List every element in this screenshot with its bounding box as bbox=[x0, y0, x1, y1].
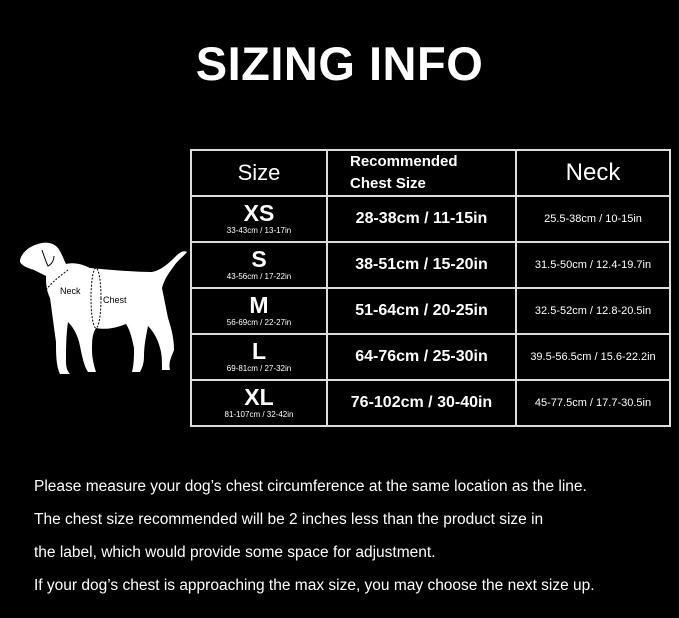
neck-cell: 45-77.5cm / 17.7-30.5in bbox=[515, 379, 671, 427]
measurement-notes: Please measure your dog’s chest circumfe… bbox=[34, 470, 595, 602]
sizing-table: Size Recommended Chest Size Neck XS 33-43c… bbox=[190, 149, 671, 427]
size-range: 69-81cm / 27-32in bbox=[226, 364, 292, 373]
table-row: XL 81-107cm / 32-42in 76-102cm / 30-40in … bbox=[190, 379, 671, 427]
chest-cell: 51-64cm / 20-25in bbox=[326, 287, 517, 335]
table-row: M 56-69cm / 22-27in 51-64cm / 20-25in 32.… bbox=[190, 287, 671, 335]
size-cell: M 56-69cm / 22-27in bbox=[190, 287, 328, 335]
chest-cell: 76-102cm / 30-40in bbox=[326, 379, 517, 427]
size-range: 33-43cm / 13-17in bbox=[226, 226, 292, 235]
size-cell: XL 81-107cm / 32-42in bbox=[190, 379, 328, 427]
size-range: 81-107cm / 32-42in bbox=[224, 410, 294, 419]
neck-cell: 39.5-56.5cm / 15.6-22.2in bbox=[515, 333, 671, 381]
size-cell: S 43-56cm / 17-22in bbox=[190, 241, 328, 289]
chest-label: Chest bbox=[103, 295, 127, 305]
size-cell: L 69-81cm / 27-32in bbox=[190, 333, 328, 381]
header-size: Size bbox=[190, 149, 328, 197]
table-row: XS 33-43cm / 13-17in 28-38cm / 11-15in 25… bbox=[190, 195, 671, 243]
table-header-row: Size Recommended Chest Size Neck bbox=[190, 149, 671, 197]
table-row: S 43-56cm / 17-22in 38-51cm / 15-20in 31.… bbox=[190, 241, 671, 289]
size-label: M bbox=[249, 292, 269, 318]
dog-silhouette-icon bbox=[20, 242, 187, 374]
size-range: 43-56cm / 17-22in bbox=[226, 272, 292, 281]
neck-label: Neck bbox=[60, 286, 81, 296]
page-title: SIZING INFO bbox=[195, 37, 484, 90]
note-line: Please measure your dog’s chest circumfe… bbox=[34, 478, 587, 495]
neck-cell: 31.5-50cm / 12.4-19.7in bbox=[515, 241, 671, 289]
chest-cell: 64-76cm / 25-30in bbox=[326, 333, 517, 381]
chest-cell: 38-51cm / 15-20in bbox=[326, 241, 517, 289]
chest-cell: 28-38cm / 11-15in bbox=[326, 195, 517, 243]
dog-diagram: Neck Chest bbox=[20, 242, 187, 374]
size-label: XS bbox=[243, 200, 275, 226]
size-label: L bbox=[251, 338, 267, 364]
note-line: the label, which would provide some spac… bbox=[34, 544, 436, 561]
header-neck: Neck bbox=[515, 149, 671, 197]
size-cell: XS 33-43cm / 13-17in bbox=[190, 195, 328, 243]
size-range: 56-69cm / 22-27in bbox=[226, 318, 292, 327]
note-line: The chest size recommended will be 2 inc… bbox=[34, 511, 544, 528]
size-label: S bbox=[251, 246, 267, 272]
header-chest-line1: Recommended bbox=[350, 153, 458, 170]
header-chest: Recommended Chest Size bbox=[326, 149, 517, 197]
neck-cell: 32.5-52cm / 12.8-20.5in bbox=[515, 287, 671, 335]
neck-cell: 25.5-38cm / 10-15in bbox=[515, 195, 671, 243]
header-chest-line2: Chest Size bbox=[350, 175, 426, 192]
table-row: L 69-81cm / 27-32in 64-76cm / 25-30in 39.… bbox=[190, 333, 671, 381]
note-line: If your dog’s chest is approaching the m… bbox=[34, 577, 595, 594]
size-label: XL bbox=[244, 384, 274, 410]
